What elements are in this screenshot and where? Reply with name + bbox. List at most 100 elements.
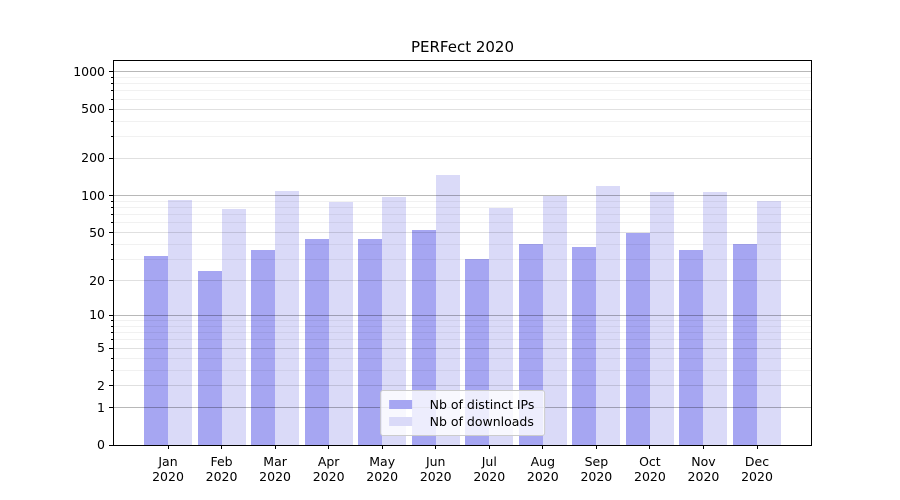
y-minor-tick-mark [111,243,113,245]
x-tick-label-year: 2020 [152,469,184,484]
y-minor-tick-mark [111,76,113,78]
bar-ips-nov [679,249,704,445]
y-minor-tick-mark [111,369,113,371]
y-minor-tick-mark [111,90,113,92]
x-tick-label-year: 2020 [687,469,720,484]
x-tick-mark [488,445,490,449]
x-tick-label-year: 2020 [634,469,666,484]
y-minor-tick-mark [111,222,113,224]
y-tick-label: 50 [89,224,105,240]
y-tick-mark [109,314,113,316]
x-tick-mark [595,445,597,449]
y-tick-label: 500 [81,101,105,117]
y-minor-tick-mark [111,214,113,216]
legend-item-distinct-ips: Nb of distinct IPs [388,396,534,413]
x-tick-label-month: Dec [744,454,770,469]
x-tick-label-year: 2020 [312,469,345,484]
y-tick-label: 2 [97,377,105,393]
y-tick-mark [109,407,113,409]
x-tick-label-month: Aug [530,454,556,469]
x-tick-label-month: Jul [481,454,497,469]
x-tick-label: Sep 2020 [564,454,628,484]
bar-ips-apr [304,239,329,445]
y-tick-mark [109,385,113,387]
x-tick-mark [221,445,223,449]
y-minor-tick-mark [111,325,113,327]
y-minor-tick-mark [111,207,113,209]
y-minor-tick-mark [111,332,113,334]
legend-swatch-distinct-ips [388,400,412,409]
legend-label-downloads: Nb of downloads [429,414,534,429]
x-tick-mark [435,445,437,449]
y-tick-mark [109,347,113,349]
bar-ips-oct [625,232,650,445]
y-tick-label: 1000 [73,63,105,79]
legend: Nb of distinct IPs Nb of downloads [379,390,546,436]
x-tick-mark [381,445,383,449]
legend-item-downloads: Nb of downloads [388,413,535,430]
plot-area: Nb of distinct IPs Nb of downloads [113,60,812,446]
x-tick-label-month: Jan [158,454,178,469]
x-tick-mark [167,445,169,449]
bar-downloads-aug [542,195,567,445]
x-tick-label: Jan 2020 [136,454,200,484]
x-tick-label-month: Feb [210,454,233,469]
x-tick-mark [328,445,330,449]
y-minor-tick-mark [111,136,113,138]
bars-layer [114,61,811,445]
x-tick-label-month: Jun [425,454,446,469]
x-tick-label-month: May [369,454,396,469]
bar-ips-mar [251,249,276,445]
y-tick-label: 10 [89,307,105,323]
x-tick-label-year: 2020 [205,469,238,484]
x-tick-label: Feb 2020 [190,454,254,484]
x-tick-label: Dec 2020 [725,454,789,484]
y-tick-mark [109,71,113,73]
y-tick-label: 100 [81,187,105,203]
bar-downloads-dec [757,200,781,445]
bar-downloads-oct [649,192,674,445]
y-tick-label: 1 [97,399,105,415]
y-tick-label: 20 [89,272,105,288]
y-tick-mark [109,444,113,446]
y-tick-mark [109,157,113,159]
x-tick-label-year: 2020 [259,469,291,484]
bar-ips-may [358,239,383,445]
y-minor-tick-mark [111,320,113,322]
y-tick-mark [109,195,113,197]
x-tick-label-year: 2020 [580,469,613,484]
bar-ips-jan [144,256,168,445]
y-tick-mark [109,232,113,234]
bar-downloads-nov [703,192,728,445]
bar-downloads-feb [221,208,246,445]
x-tick-mark [756,445,758,449]
y-minor-tick-mark [111,357,113,359]
x-tick-label-month: Oct [639,454,661,469]
bar-ips-sep [572,247,597,445]
bar-ips-dec [733,244,757,445]
x-tick-label-month: Mar [263,454,287,469]
y-minor-tick-mark [111,98,113,100]
y-tick-mark [109,280,113,281]
x-tick-label-month: Nov [691,454,716,469]
bar-downloads-jan [168,200,192,445]
x-tick-label-month: Sep [584,454,609,469]
x-tick-label: Jun 2020 [404,454,468,484]
chart-title: PERFect 2020 [410,38,515,56]
x-tick-mark [649,445,651,449]
bar-downloads-sep [596,185,621,445]
legend-swatch-downloads [388,417,412,426]
y-tick-label: 200 [81,150,105,166]
y-tick-mark [109,108,113,110]
x-tick-label: Aug 2020 [511,454,575,484]
bar-ips-feb [197,271,222,445]
x-tick-label-month: Apr [317,454,340,469]
x-tick-mark [542,445,544,449]
x-tick-mark [274,445,276,449]
y-tick-label: 0 [97,437,105,452]
y-minor-tick-mark [111,120,113,122]
x-tick-label-year: 2020 [526,469,559,484]
x-tick-label: Oct 2020 [618,454,682,484]
y-minor-tick-mark [111,83,113,85]
